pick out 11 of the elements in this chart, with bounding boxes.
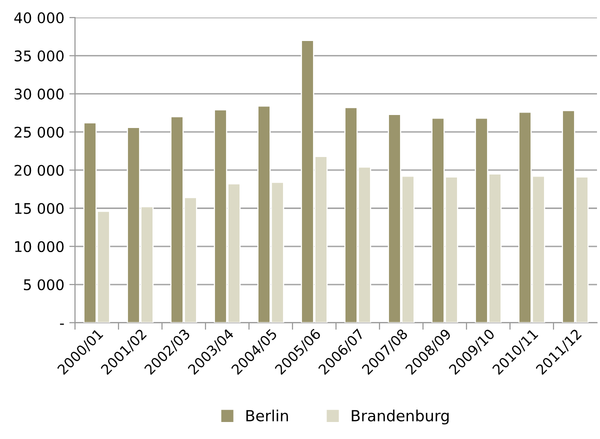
y-tick-label: 10 000 <box>15 241 64 252</box>
y-tick-label: 25 000 <box>14 126 64 138</box>
y-tick-label: - <box>60 324 64 325</box>
y-tick-label: 30 000 <box>14 88 64 100</box>
y-tick-label: 5 000 <box>24 279 64 290</box>
y-tick-label: 40 000 <box>14 12 64 24</box>
legend-label: Berlin <box>246 410 288 422</box>
y-tick-label: 35 000 <box>14 50 64 62</box>
legend-label: Brandenburg <box>352 410 449 424</box>
y-tick-label: 20 000 <box>14 164 64 176</box>
y-tick-label: 15 000 <box>15 202 64 214</box>
